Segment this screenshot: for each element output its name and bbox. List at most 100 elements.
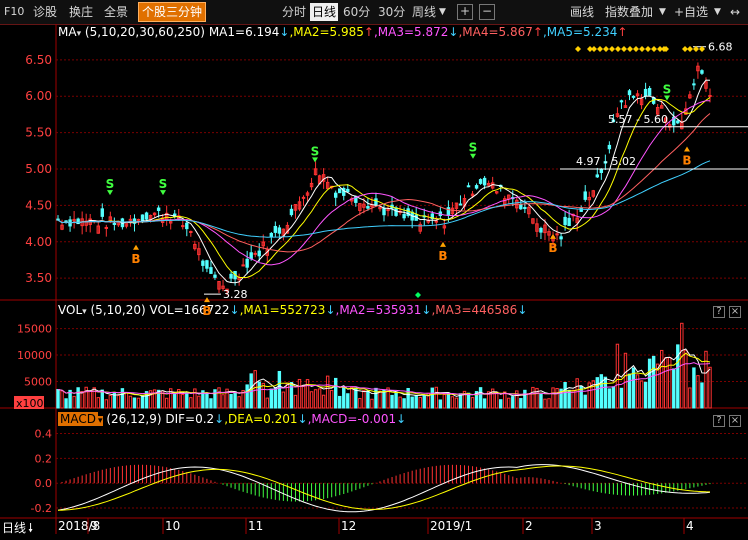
tab-daily[interactable]: 日线 <box>310 3 339 21</box>
tab-weekly[interactable]: 周线 <box>412 5 437 19</box>
ma-line <box>57 79 711 284</box>
candle-body <box>692 83 696 86</box>
volume-bar <box>265 397 269 409</box>
candle-body <box>213 274 217 278</box>
date-tick-label: 10 <box>165 519 180 533</box>
volume-bar <box>551 387 555 409</box>
volume-bar <box>430 387 435 409</box>
ma-line <box>57 160 711 238</box>
date-tick-label: 2 <box>525 519 533 533</box>
ma-legend-item: ,MA2=5.985 <box>289 25 364 39</box>
tab-30min[interactable]: 30分 <box>378 5 406 19</box>
volume-bar <box>627 373 632 409</box>
vol-close-button[interactable]: × <box>729 306 741 318</box>
f10-button[interactable]: F10 <box>4 5 25 18</box>
macd-dropdown-icon[interactable]: ▾ <box>97 416 103 426</box>
candle-body <box>366 206 370 209</box>
volume-bar <box>325 375 330 409</box>
volume-bar <box>434 386 439 409</box>
candle-body <box>615 113 620 117</box>
macd-legend-name[interactable]: MACD <box>58 412 98 426</box>
volume-bar <box>245 384 249 409</box>
swap-button[interactable]: 换庄 <box>69 5 94 19</box>
fullscreen-button[interactable]: 全景 <box>104 5 129 19</box>
tab-60min[interactable]: 60分 <box>343 5 371 19</box>
candle-body <box>269 232 274 238</box>
zoom-in-button[interactable]: + <box>457 4 473 20</box>
candle-body <box>197 248 201 256</box>
volume-bar <box>414 394 418 409</box>
candle-body <box>599 168 604 173</box>
signal-diamond-icon <box>661 46 667 52</box>
candle-body <box>631 95 636 98</box>
candle-body <box>241 264 245 267</box>
tab-timeshare[interactable]: 分时 <box>282 5 307 19</box>
draw-line-button[interactable]: 画线 <box>570 5 595 19</box>
volume-bar <box>329 389 334 409</box>
arrow-down-icon[interactable]: 🠗 <box>28 521 34 535</box>
macd-tick-label: -0.2 <box>31 502 52 515</box>
volume-bar <box>173 392 177 409</box>
macd-legend-item: ,DEA=0.201 <box>224 412 298 426</box>
restore-button[interactable]: ↔ <box>730 5 741 19</box>
macd-close-button[interactable]: × <box>729 415 741 427</box>
date-tick-label: 12 <box>341 519 356 533</box>
volume-bar <box>370 398 374 409</box>
watchlist-dropdown-icon[interactable]: ▼ <box>714 7 721 17</box>
overlay-button[interactable]: 指数叠加 <box>605 5 654 19</box>
volume-bar <box>450 396 455 409</box>
ma-legend-name[interactable]: MA <box>58 25 77 39</box>
candle-body <box>704 81 708 89</box>
buy-arrow-icon <box>133 244 139 250</box>
sell-signal: S <box>663 83 672 97</box>
ma-legend-item: ,MA5=5.234 <box>542 25 618 39</box>
candle-body <box>217 280 221 290</box>
ma-dropdown-icon[interactable]: ▾ <box>76 29 82 39</box>
candle-body <box>209 267 213 274</box>
stock-chart[interactable]: 5.57 - 5.60 4.97 - 5.02 6.68 3.28 B B B B B S S S S S… <box>0 24 748 534</box>
overlay-dropdown-icon[interactable]: ▼ <box>659 7 666 17</box>
volume-bar <box>647 358 652 409</box>
volume-bar <box>519 398 523 409</box>
volume-bar <box>394 392 398 409</box>
candle-body <box>503 198 507 205</box>
ma-legend-item: ,MA4=5.867 <box>458 25 533 39</box>
vol-legend-name[interactable]: VOL <box>58 303 83 317</box>
candle-body <box>293 204 298 211</box>
diagnose-button[interactable]: 诊股 <box>33 5 58 19</box>
watchlist-button[interactable]: +自选 <box>674 5 709 19</box>
candle-body <box>639 98 644 106</box>
volume-bar <box>438 399 443 409</box>
volume-unit-badge <box>14 396 44 409</box>
volume-bar <box>559 388 563 409</box>
macd-help-button[interactable]: ? <box>713 415 725 427</box>
candle-body <box>478 179 483 184</box>
volume-bar <box>185 392 189 409</box>
volume-bar <box>547 398 551 409</box>
vol-help-button[interactable]: ? <box>713 306 725 318</box>
candle-body <box>450 207 455 215</box>
zoom-out-button[interactable]: − <box>479 4 495 20</box>
candle-body <box>527 206 531 215</box>
chevron-down-icon[interactable]: ▼ <box>439 7 446 17</box>
macd-pane <box>56 432 748 513</box>
volume-bar <box>84 386 88 409</box>
candle-body <box>458 203 463 206</box>
signal-diamond-icon <box>415 292 421 298</box>
vol-dropdown-icon[interactable]: ▾ <box>82 307 87 317</box>
support-level-label: 4.97 - 5.02 <box>576 155 636 168</box>
volume-bar <box>100 389 104 409</box>
volume-bar <box>511 396 515 409</box>
candle-body <box>84 220 88 226</box>
ma-trend-arrow-icon: ↓ <box>279 25 290 39</box>
candle-body <box>494 191 499 194</box>
buy-signal: B <box>202 304 211 318</box>
volume-bar <box>201 390 205 409</box>
indicator-button[interactable]: 个股三分钟 <box>138 2 207 22</box>
signal-diamond-icon <box>657 46 663 52</box>
candle-body <box>555 233 559 236</box>
candle-body <box>635 93 640 97</box>
ma-line <box>57 100 710 266</box>
volume-bar <box>152 389 157 409</box>
period-label[interactable]: 日线 <box>2 521 27 535</box>
